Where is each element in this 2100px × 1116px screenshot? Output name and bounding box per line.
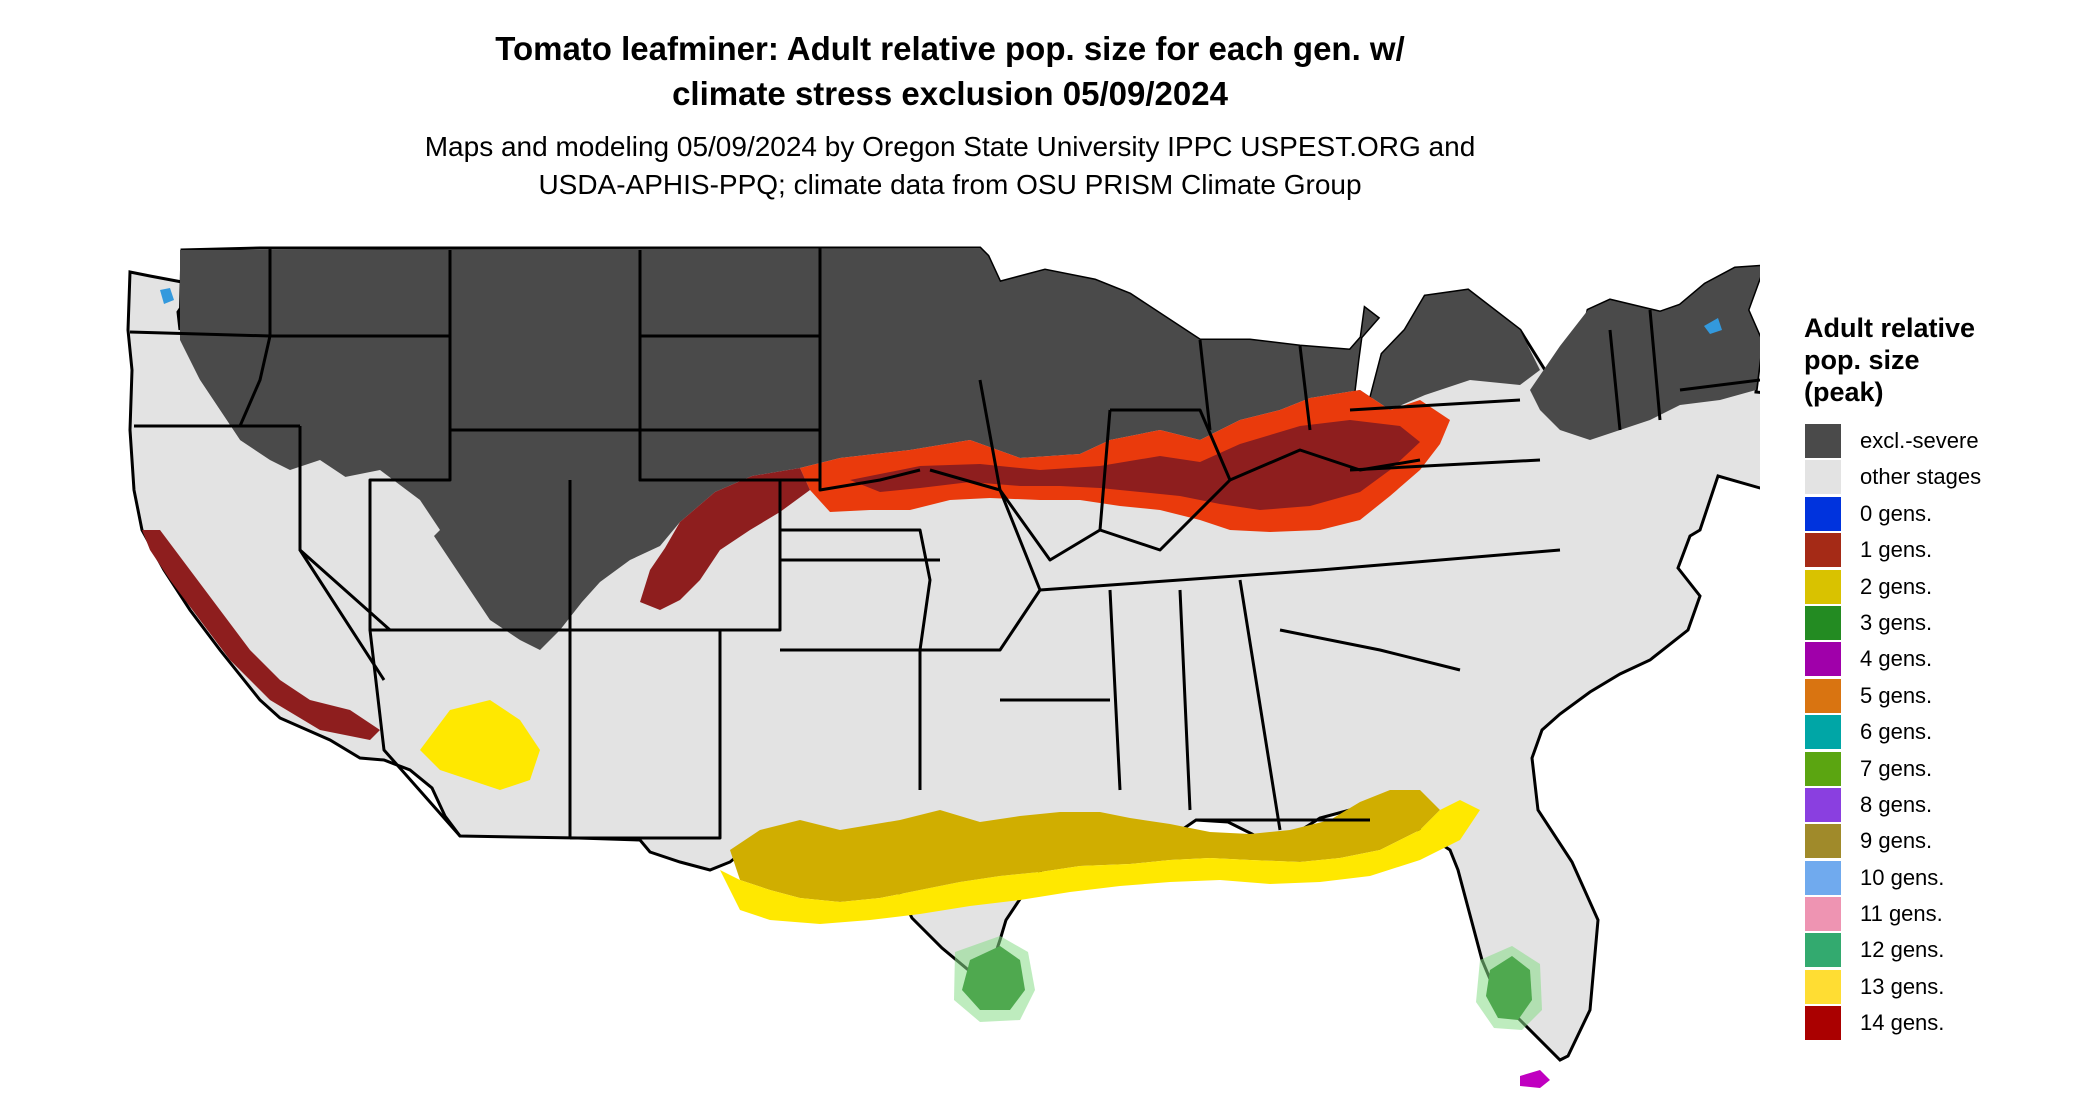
legend-swatch (1805, 897, 1841, 932)
legend-label: 12 gens. (1860, 937, 1945, 963)
map-title-line-2: climate stress exclusion 05/09/2024 (672, 75, 1228, 112)
legend-label: 8 gens. (1860, 791, 1933, 817)
legend-item: 8 gens. (1804, 786, 2064, 822)
legend-swatch (1805, 642, 1841, 677)
legend-swatch (1805, 1006, 1841, 1041)
legend-label: 3 gens. (1860, 609, 1933, 635)
legend-item: 1 gens. (1804, 531, 2064, 568)
border-pa-ny (1349, 398, 1541, 472)
legend-label: excl.-severe (1860, 428, 1979, 453)
legend-item: 0 gens. (1804, 495, 2064, 531)
legend: Adult relative pop. size (peak) excl.-se… (1804, 312, 2064, 1041)
legend-label: 10 gens. (1860, 864, 1945, 890)
legend-title-line-2: pop. size (1804, 345, 1920, 375)
legend-swatch (1805, 569, 1841, 604)
four-gen-florida-keys (1520, 1070, 1550, 1088)
legend-item: 12 gens. (1804, 931, 2064, 968)
legend-swatch (1805, 933, 1841, 968)
legend-item: 3 gens. (1804, 604, 2064, 640)
border-id-west (238, 248, 272, 427)
border-ks-ok (780, 528, 940, 651)
legend-label: 5 gens. (1860, 682, 1933, 708)
legend-label: 6 gens. (1860, 719, 1933, 745)
border-az-nm (368, 629, 462, 837)
border-sd-ne (638, 430, 820, 482)
map-title-line-1: Tomato leafminer: Adult relative pop. si… (495, 30, 1405, 67)
border-va-nc (1319, 548, 1561, 572)
other-stages-pacific-northwest (130, 330, 240, 480)
border-wv-va (1229, 448, 1421, 482)
legend-swatch (1805, 824, 1841, 859)
thirteen-gen-arizona-patch (420, 700, 540, 790)
legend-label: 4 gens. (1860, 646, 1933, 672)
legend-swatch (1805, 424, 1841, 458)
legend-item: 13 gens. (1804, 968, 2064, 1004)
us-map (126, 246, 1760, 1088)
legend-title: Adult relative pop. size (peak) (1804, 312, 2064, 408)
legend-swatch (1805, 605, 1841, 640)
legend-swatch (1805, 496, 1841, 531)
twelve-gen-south-florida-halo (1476, 946, 1542, 1030)
thirteen-gen-southern-halo (720, 800, 1480, 924)
border-ut-co (368, 430, 570, 632)
border-mn-ia (818, 248, 921, 492)
other-stages-great-basin-patch (330, 470, 440, 550)
one-gen-southwest-band (640, 468, 810, 610)
excluded-northeast-region (1530, 266, 1760, 440)
border-tn (1039, 568, 1321, 592)
legend-item: 6 gens. (1804, 713, 2064, 750)
legend-item: 4 gens. (1804, 640, 2064, 677)
legend-title-line-3: (peak) (1804, 377, 1884, 407)
legend-label: 14 gens. (1860, 1010, 1945, 1036)
map-subtitle: Maps and modeling 05/09/2024 by Oregon S… (0, 128, 1900, 204)
map-subtitle-line-1: Maps and modeling 05/09/2024 by Oregon S… (424, 131, 1476, 162)
legend-item: 2 gens. (1804, 568, 2064, 604)
legend-label: 2 gens. (1860, 573, 1933, 599)
zero-gen-maine-coast-fleck (1704, 318, 1722, 334)
legend-label: other stages (1860, 464, 1982, 490)
legend-label: 1 gens. (1860, 537, 1933, 563)
border-nm (568, 630, 722, 840)
legend-swatch (1805, 751, 1841, 786)
border-nc-sc (1279, 628, 1461, 672)
border-ca-nv (298, 426, 386, 681)
legend-swatch (1805, 715, 1841, 750)
legend-item: 7 gens. (1804, 750, 2064, 786)
legend-item: 9 gens. (1804, 822, 2064, 859)
one-gen-band-dark (850, 420, 1420, 510)
zero-gen-pacific-coast-fleck (160, 288, 174, 304)
legend-title-line-1: Adult relative (1804, 313, 1976, 343)
two-gen-southern-band (730, 790, 1440, 902)
border-wa-or (129, 330, 271, 338)
state-borders (129, 248, 1760, 840)
legend-swatch (1805, 969, 1841, 1004)
border-il-in (978, 379, 1112, 562)
legend-items: excl.-severe other stages 0 gens. 1 gens. 2 … (1804, 422, 2064, 1041)
legend-item: 14 gens. (1804, 1004, 2064, 1041)
border-michigan-lake (1198, 339, 1312, 431)
legend-item: 11 gens. (1804, 895, 2064, 932)
legend-swatch (1805, 678, 1841, 713)
one-gen-california-stripe (142, 530, 380, 740)
legend-label: 7 gens. (1860, 755, 1933, 781)
legend-item: other stages (1804, 458, 2064, 495)
legend-swatch (1805, 460, 1841, 495)
map-subtitle-line-2: USDA-APHIS-PPQ; climate data from OSU PR… (538, 169, 1362, 200)
legend-item: excl.-severe (1804, 422, 2064, 458)
border-new-england (1608, 309, 1760, 431)
legend-label: 13 gens. (1860, 973, 1945, 999)
legend-swatch (1805, 860, 1841, 895)
legend-label: 0 gens. (1860, 500, 1933, 526)
map-title: Tomato leafminer: Adult relative pop. si… (0, 26, 1900, 116)
border-ms-al-ga (1108, 579, 1282, 831)
legend-swatch (1805, 533, 1841, 568)
legend-label: 9 gens. (1860, 828, 1933, 854)
legend-label: 11 gens. (1860, 901, 1943, 927)
legend-item: 5 gens. (1804, 677, 2064, 713)
legend-item: 10 gens. (1804, 859, 2064, 895)
legend-swatch (1805, 787, 1841, 822)
twelve-gen-south-texas-halo (954, 936, 1035, 1022)
